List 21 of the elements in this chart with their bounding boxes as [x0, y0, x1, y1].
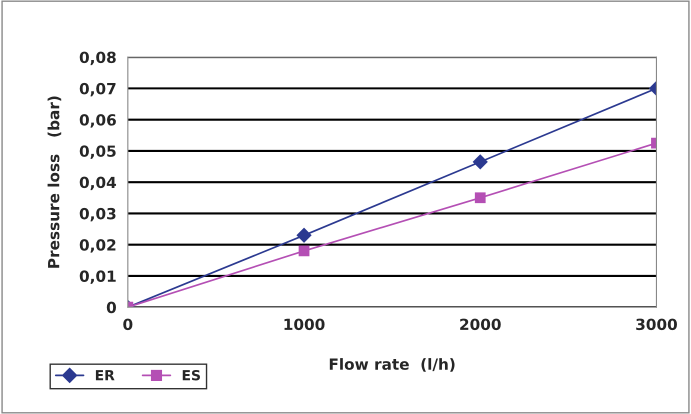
x-tick-label: 2000	[460, 318, 501, 330]
point	[474, 192, 486, 204]
y-axis-title: Pressure loss (bar)	[48, 96, 62, 268]
y-tick-label: 0,04	[80, 176, 116, 190]
y-tick-label: 0,05	[80, 145, 116, 159]
point	[298, 246, 310, 256]
x-tick-label: 0	[123, 318, 132, 330]
y-tick-label: 0,07	[80, 82, 116, 96]
point	[296, 228, 312, 243]
x-axis-title: Flow rate (l/h)	[330, 358, 455, 372]
y-tick-label: 0,06	[80, 114, 116, 128]
y-tick-label: 0,03	[80, 208, 116, 222]
y-tick-label: 0,08	[80, 52, 116, 66]
legend-label: ES	[182, 370, 200, 380]
x-tick-label: 3000	[636, 318, 677, 330]
y-tick-label: 0,02	[80, 239, 116, 253]
legend-label: ER	[96, 370, 115, 380]
x-tick-label: 1000	[284, 318, 325, 330]
y-tick-label: 0,01	[80, 270, 116, 284]
point	[472, 154, 488, 170]
text: 0	[106, 302, 116, 314]
